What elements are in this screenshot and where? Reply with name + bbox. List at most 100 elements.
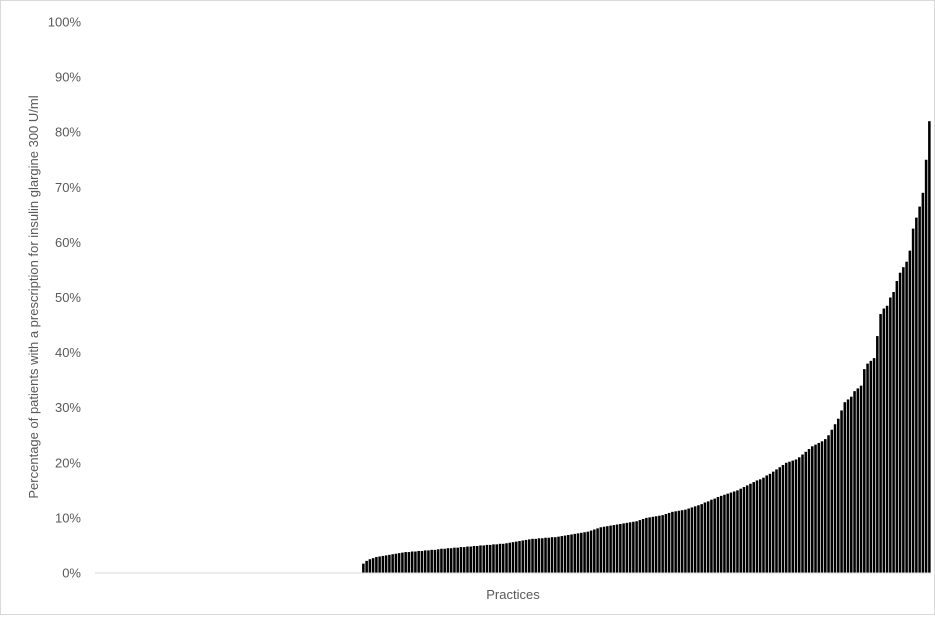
practice-bar <box>820 441 824 573</box>
practice-bar <box>863 369 866 573</box>
practice-bar <box>612 525 616 573</box>
practice-bar <box>397 553 401 573</box>
practice-bar <box>433 549 437 573</box>
practice-bar <box>521 540 525 573</box>
practice-bar <box>514 541 518 573</box>
practice-bar <box>928 121 931 574</box>
practice-bar <box>700 504 703 574</box>
practice-bar <box>833 424 837 573</box>
practice-bar <box>902 267 905 573</box>
practice-bar <box>638 520 642 573</box>
practice-bar <box>648 517 651 573</box>
practice-bar <box>488 544 492 573</box>
practice-bar <box>583 532 586 573</box>
practice-bar <box>745 485 749 573</box>
bars <box>362 121 931 574</box>
practice-bar <box>693 506 697 573</box>
practice-bar <box>462 547 466 573</box>
practice-bar <box>362 563 365 573</box>
y-tick-label: 90% <box>55 70 81 85</box>
practice-bar <box>534 538 538 573</box>
practice-bar <box>609 525 612 573</box>
practice-bar <box>563 535 567 573</box>
practice-bar <box>371 558 375 573</box>
practice-bar <box>472 546 476 573</box>
practice-bar <box>388 554 391 573</box>
practice-bar <box>697 505 700 573</box>
practice-bar <box>915 217 918 574</box>
practice-bar <box>771 471 775 573</box>
practice-bar <box>475 546 479 573</box>
practice-bar <box>716 496 720 573</box>
y-tick-label: 60% <box>55 235 81 250</box>
y-tick-label: 100% <box>48 15 82 30</box>
practice-bar <box>732 491 736 573</box>
practice-bar <box>414 551 417 573</box>
practice-bar <box>791 460 795 573</box>
practice-bar <box>762 477 765 573</box>
practice-bar <box>742 487 746 573</box>
practice-bar <box>381 555 385 573</box>
practice-bar <box>430 549 433 573</box>
practice-bar <box>804 451 808 573</box>
practice-bar <box>570 534 573 573</box>
practice-bar <box>368 559 372 573</box>
practice-bar <box>453 547 456 573</box>
y-tick-label: 50% <box>55 290 81 305</box>
practice-bar <box>449 548 453 573</box>
practice-bar <box>882 308 886 573</box>
practice-bar <box>446 548 450 573</box>
practice-bar <box>573 533 577 573</box>
practice-bar <box>921 192 925 573</box>
practice-bar <box>788 461 791 573</box>
practice-bar <box>674 511 677 573</box>
practice-bar <box>606 526 609 573</box>
practice-bar <box>859 385 863 573</box>
practice-bar <box>797 457 801 573</box>
practice-bar <box>436 549 440 573</box>
practice-bar <box>719 495 723 573</box>
practice-bar <box>830 429 834 573</box>
practice-bar <box>781 465 785 573</box>
practice-bar <box>404 552 407 573</box>
practice-bar <box>485 544 489 573</box>
practice-bar <box>456 547 459 573</box>
practice-bar <box>703 502 707 573</box>
x-axis-title: Practices <box>486 587 540 602</box>
practice-bar <box>876 336 879 573</box>
practice-bar <box>560 536 564 573</box>
practice-bar <box>853 391 856 573</box>
practice-bar <box>567 534 570 573</box>
practice-bar <box>505 543 508 573</box>
practice-bar <box>778 467 782 573</box>
practice-bar <box>401 552 404 573</box>
practice-bar <box>479 545 482 573</box>
practice-bar <box>658 515 661 573</box>
practice-bar <box>755 480 759 573</box>
practice-bar <box>593 529 596 573</box>
practice-bar <box>599 527 603 573</box>
practice-bar <box>729 492 733 573</box>
practice-bar <box>615 524 619 573</box>
practice-bar <box>687 508 690 573</box>
practice-bar <box>918 206 921 573</box>
practice-bar <box>554 537 557 573</box>
practice-bar <box>794 459 798 573</box>
practice-bar <box>924 159 928 573</box>
practice-bar <box>801 454 804 573</box>
practice-bar <box>898 272 902 573</box>
practice-bar <box>684 509 687 573</box>
practice-bar <box>905 261 908 573</box>
practice-bar <box>661 515 664 573</box>
y-tick-label: 0% <box>62 566 81 581</box>
practice-bar <box>632 521 635 573</box>
practice-bar <box>378 556 381 573</box>
practice-bar <box>869 360 873 573</box>
practice-bar <box>879 314 882 573</box>
practice-bar <box>511 542 515 573</box>
practice-bar <box>466 546 469 573</box>
practice-bar <box>645 517 648 573</box>
practice-bar <box>365 560 368 573</box>
